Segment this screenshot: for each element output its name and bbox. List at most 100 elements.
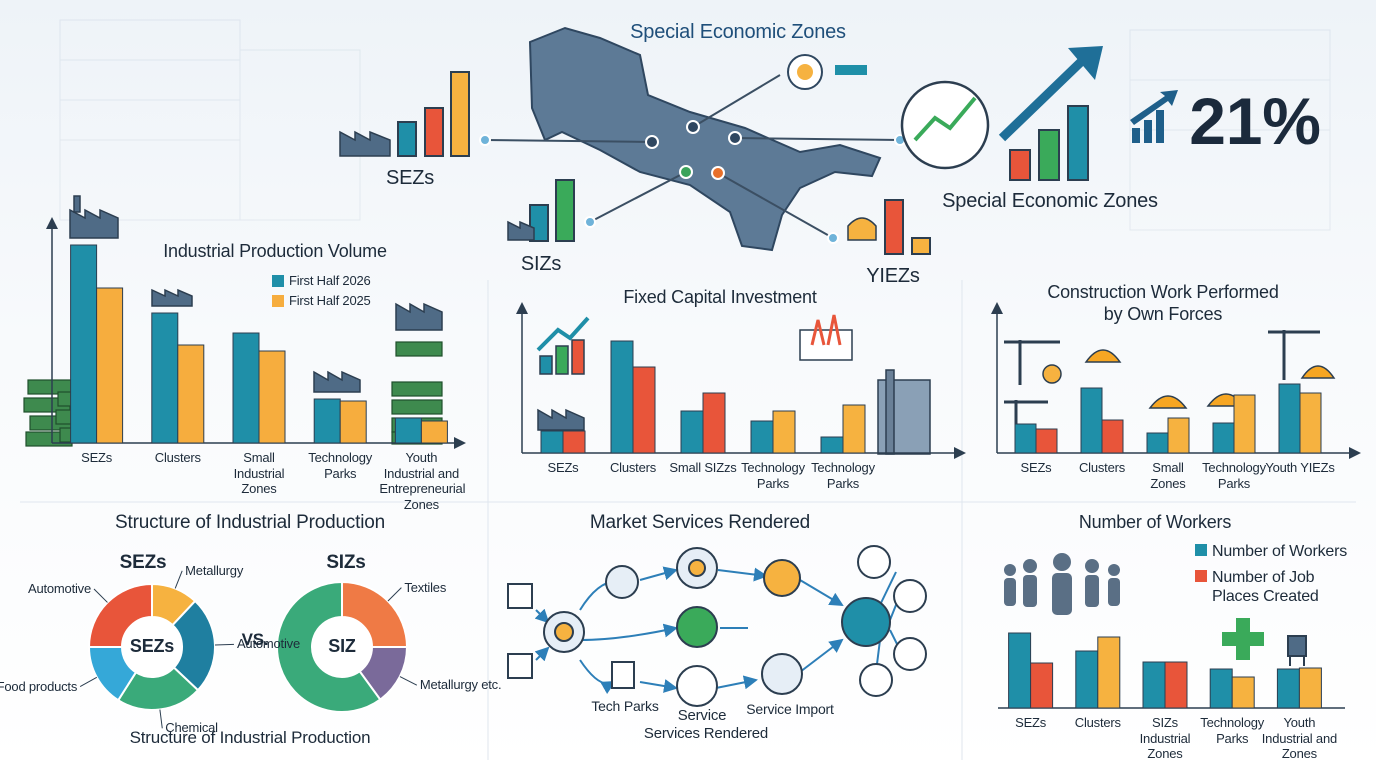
map-label: SIZs (520, 253, 562, 275)
legend-swatch (1195, 570, 1207, 582)
legend-label: First Half 2025 (289, 293, 371, 308)
bar (1101, 419, 1124, 454)
bar (394, 417, 422, 444)
section-title: Market Services Rendered (589, 512, 811, 533)
people-icons (1004, 553, 1120, 615)
caption: Structure of Industrial Production (129, 728, 371, 747)
x-tick-label: Clusters (1078, 460, 1126, 475)
mini-bars-icon (397, 71, 1089, 255)
segment-label: Automotive (27, 581, 92, 597)
bar (562, 430, 586, 454)
x-tick-label: Youth YIEZs (1265, 460, 1335, 475)
bar (1030, 662, 1054, 709)
x-tick-label: Technology Parks (811, 460, 875, 491)
chart-title: Number of Workers (1078, 512, 1232, 532)
bar (1080, 387, 1103, 454)
bar (750, 420, 774, 454)
bar (339, 400, 367, 444)
bar (632, 366, 656, 454)
growth-arrow (998, 54, 1089, 142)
bar (1276, 668, 1300, 709)
x-tick-label: SEZs (1015, 715, 1047, 730)
bar (610, 340, 634, 454)
chart-title: SEZs (119, 552, 167, 573)
chart-icons (536, 314, 931, 455)
bar (680, 410, 704, 454)
legend-label: Number of Workers (1212, 543, 1348, 560)
map-title: Special Economic Zones (630, 21, 846, 43)
label-leader (79, 676, 98, 687)
node-label: Services Rendered (643, 725, 769, 742)
bar (1075, 650, 1099, 709)
x-tick-label: Small Zones (1150, 460, 1186, 491)
legend-swatch (272, 275, 284, 287)
x-tick-label: Clusters (154, 450, 201, 465)
chair-icon (1287, 635, 1307, 666)
bar (1209, 668, 1233, 709)
chart-title: Fixed Capital Investment (623, 287, 817, 307)
x-tick-label: SEZs (81, 450, 113, 465)
bar (1212, 422, 1235, 454)
label-leader (93, 588, 108, 603)
x-tick-label: Technology Parks (1200, 715, 1265, 746)
x-tick-label: Technology Parks (308, 450, 373, 481)
icon (835, 65, 867, 75)
bar (1231, 676, 1255, 709)
legend-swatch (1195, 544, 1207, 556)
legend-label: Number of Job Places Created (1212, 569, 1319, 606)
x-tick-label: Technology Parks (1202, 460, 1266, 491)
bar (820, 436, 844, 454)
bar (313, 398, 341, 444)
node-label: Tech Parks (591, 698, 659, 714)
bar (1142, 661, 1166, 709)
bar (1035, 428, 1058, 454)
node-label: Service (677, 707, 727, 724)
center-label: SIZ (328, 636, 356, 656)
chart-title: SIZs (326, 552, 366, 573)
segment-label: Metallurgy etc. (419, 677, 502, 693)
chart-title: Industrial Production Volume (163, 241, 387, 261)
x-tick-label: Small SIZzs (669, 460, 737, 475)
plus-icon (1222, 618, 1264, 660)
segment-label: Metallurgy (185, 562, 244, 578)
bar (1146, 432, 1169, 454)
x-tick-label: Small Industrial Zones (233, 450, 285, 497)
headline-figure: 21% (1189, 84, 1321, 158)
map-label: YIEZs (866, 265, 920, 287)
x-tick-label: SEZs (547, 460, 579, 475)
bar (1008, 632, 1032, 709)
bar (702, 392, 726, 454)
x-tick-label: Youth Industrial and Zones (1261, 715, 1338, 762)
bar (1298, 667, 1322, 709)
bar (1164, 661, 1188, 709)
bar (772, 410, 796, 454)
segment-label: Textiles (404, 579, 447, 595)
x-tick-label: SIZs Industrial Zones (1139, 715, 1191, 762)
donut-hole (123, 618, 181, 676)
pie-segment (276, 580, 382, 713)
map-connectors (484, 74, 901, 239)
dividers (20, 280, 1356, 760)
segment-label: Chemical (165, 720, 218, 736)
legend-label: First Half 2026 (289, 273, 371, 288)
x-tick-label: Technology Parks (741, 460, 805, 491)
background-buildings (59, 19, 1331, 231)
x-tick-label: SEZs (1020, 460, 1052, 475)
bar (1097, 636, 1121, 709)
bar (258, 350, 286, 444)
bar (177, 344, 205, 444)
segment-label: Automotive (236, 636, 300, 652)
x-tick-label: Clusters (1074, 715, 1121, 730)
label-leader (174, 570, 183, 589)
map (528, 26, 882, 252)
bar (420, 420, 448, 444)
growth-icon (913, 96, 977, 142)
bar (1167, 417, 1190, 454)
small-growth-icon (1130, 90, 1178, 143)
node-label: Service Import (746, 701, 834, 717)
construction-icons (1004, 330, 1336, 425)
factory-icons (69, 130, 877, 431)
bar (1233, 394, 1256, 454)
